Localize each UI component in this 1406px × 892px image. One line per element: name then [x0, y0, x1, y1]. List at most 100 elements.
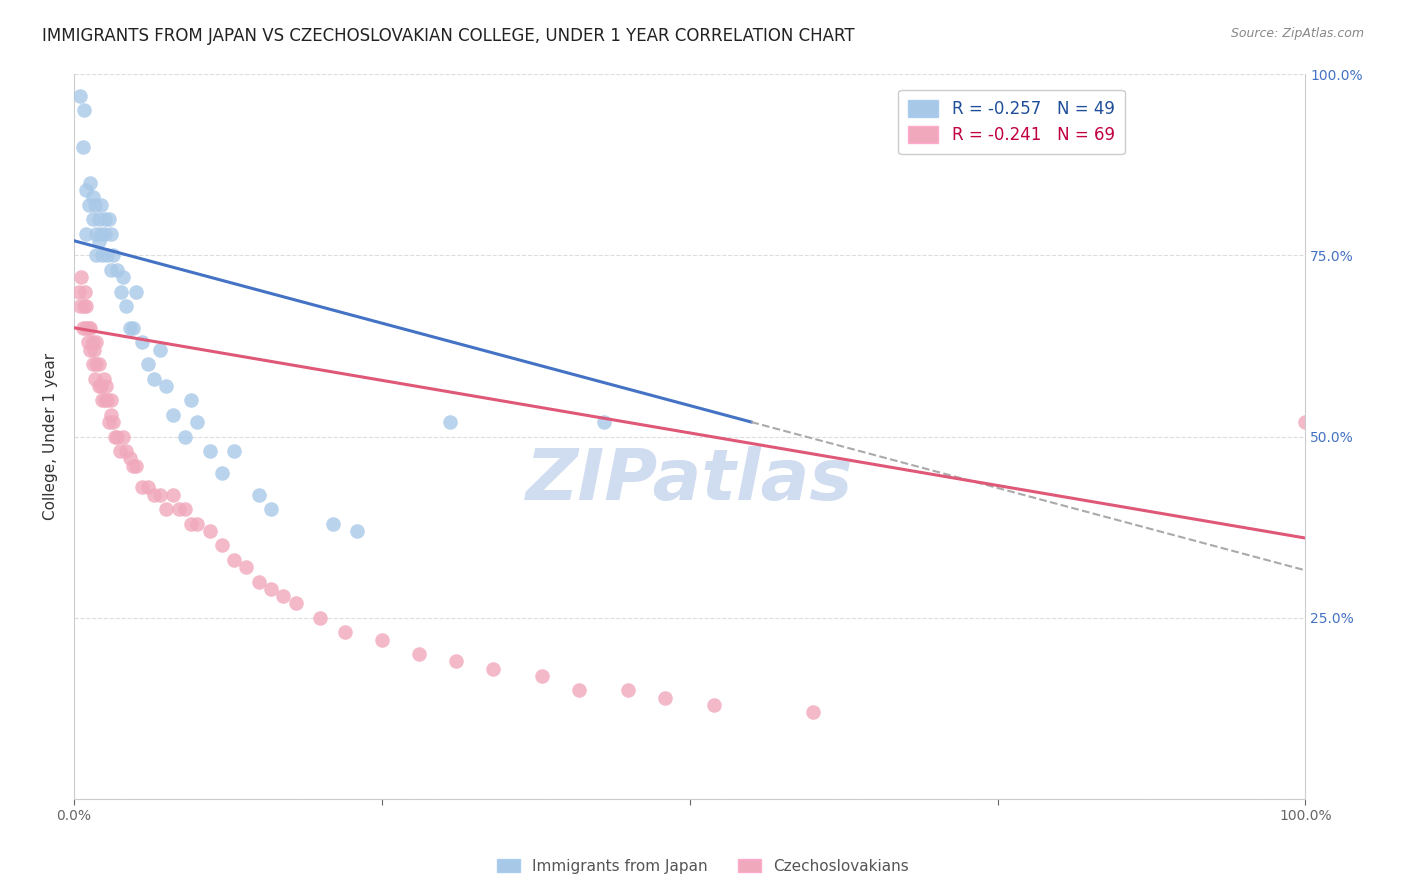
Point [617, 683, 640, 698]
Point [79, 320, 101, 334]
Point [122, 320, 145, 334]
Point [568, 683, 591, 698]
Point [439, 415, 461, 429]
Point [84, 357, 107, 371]
Point [180, 516, 202, 531]
Point [96, 393, 118, 408]
Point [94, 227, 117, 241]
Point [211, 538, 233, 552]
Point [75, 299, 97, 313]
Point [79, 176, 101, 190]
Point [100, 393, 122, 408]
Point [72, 139, 94, 153]
Point [149, 343, 172, 357]
Point [90, 227, 112, 241]
Text: ZIPatlas: ZIPatlas [526, 445, 853, 515]
Point [108, 444, 131, 458]
Point [333, 625, 356, 640]
Point [97, 212, 120, 227]
Point [149, 487, 172, 501]
Point [67, 285, 90, 299]
Point [284, 596, 307, 610]
Point [224, 553, 246, 567]
Point [211, 466, 233, 480]
Point [84, 227, 107, 241]
Point [103, 248, 125, 262]
Point [530, 669, 553, 683]
Point [131, 480, 153, 494]
Point [247, 487, 270, 501]
Point [235, 560, 257, 574]
Point [408, 647, 430, 661]
Point [94, 212, 117, 227]
Point [131, 335, 153, 350]
Point [155, 378, 177, 392]
Point [124, 458, 146, 473]
Point [112, 429, 135, 443]
Point [75, 285, 97, 299]
Point [162, 487, 184, 501]
Point [77, 320, 100, 334]
Point [91, 248, 114, 262]
Point [118, 451, 141, 466]
Point [75, 227, 97, 241]
Point [143, 371, 166, 385]
Point [371, 632, 394, 647]
Point [77, 197, 100, 211]
Point [322, 516, 344, 531]
Point [155, 502, 177, 516]
Point [76, 335, 98, 350]
Point [162, 408, 184, 422]
Point [801, 705, 824, 719]
Point [82, 190, 104, 204]
Point [103, 415, 125, 429]
Point [69, 299, 91, 313]
Point [136, 357, 159, 371]
Point [87, 378, 110, 392]
Point [87, 234, 110, 248]
Point [87, 212, 110, 227]
Point [84, 197, 107, 211]
Point [122, 458, 145, 473]
Point [167, 502, 190, 516]
Point [346, 524, 368, 538]
Point [82, 212, 104, 227]
Point [82, 357, 104, 371]
Legend: Immigrants from Japan, Czechoslovakians: Immigrants from Japan, Czechoslovakians [491, 853, 915, 880]
Y-axis label: College, Under 1 year: College, Under 1 year [44, 353, 58, 520]
Point [70, 270, 93, 285]
Text: Source: ZipAtlas.com: Source: ZipAtlas.com [1230, 27, 1364, 40]
Point [143, 487, 166, 501]
Point [104, 429, 127, 443]
Point [198, 524, 221, 538]
Point [444, 654, 467, 668]
Point [73, 299, 96, 313]
Point [180, 393, 202, 408]
Point [118, 320, 141, 334]
Point [114, 299, 136, 313]
Point [97, 415, 120, 429]
Point [110, 285, 132, 299]
Point [100, 227, 122, 241]
Text: IMMIGRANTS FROM JAPAN VS CZECHOSLOVAKIAN COLLEGE, UNDER 1 YEAR CORRELATION CHART: IMMIGRANTS FROM JAPAN VS CZECHOSLOVAKIAN… [42, 27, 855, 45]
Point [87, 357, 110, 371]
Point [94, 378, 117, 392]
Point [186, 415, 208, 429]
Point [83, 343, 105, 357]
Point [90, 378, 112, 392]
Point [247, 574, 270, 589]
Point [79, 343, 101, 357]
Point [94, 393, 117, 408]
Point [136, 480, 159, 494]
Point [260, 502, 283, 516]
Point [82, 335, 104, 350]
Point [90, 197, 112, 211]
Point [654, 690, 676, 705]
Point [174, 502, 197, 516]
Point [69, 88, 91, 103]
Point [96, 248, 118, 262]
Point [124, 285, 146, 299]
Point [186, 516, 208, 531]
Point [84, 371, 107, 385]
Point [100, 262, 122, 277]
